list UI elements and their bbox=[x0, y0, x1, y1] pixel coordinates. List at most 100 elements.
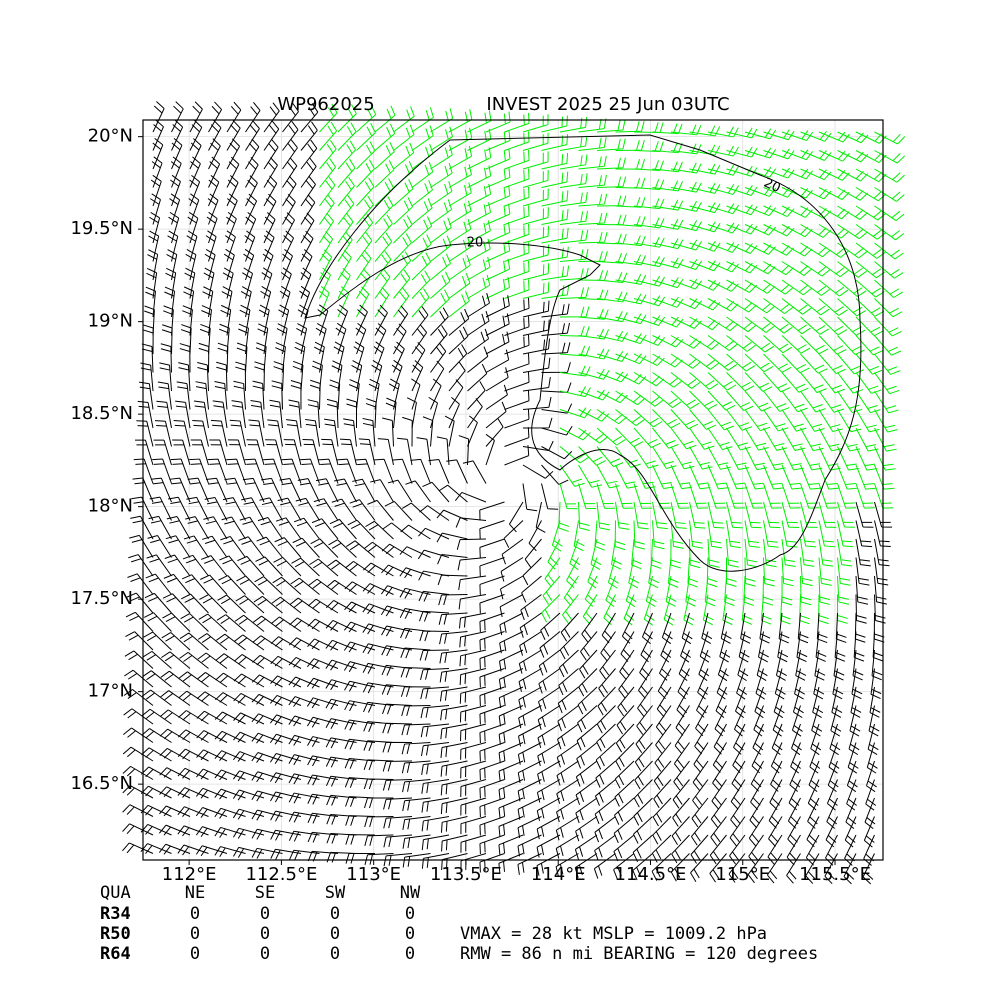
wind-barb bbox=[270, 829, 302, 841]
x-tick-label: 115°E bbox=[715, 864, 770, 885]
wind-barb bbox=[800, 261, 831, 277]
wind-barb bbox=[517, 797, 542, 820]
wind-barb bbox=[812, 686, 824, 718]
wind-barb bbox=[166, 249, 178, 281]
wind-barb bbox=[726, 223, 758, 235]
wind-barb bbox=[270, 636, 302, 651]
wind-barb bbox=[197, 652, 228, 669]
wind-barb bbox=[346, 398, 358, 429]
wind-barb bbox=[563, 575, 579, 607]
wind-barb bbox=[226, 120, 241, 151]
wind-barb bbox=[744, 205, 777, 217]
wind-barb bbox=[202, 535, 228, 558]
wind-barb bbox=[208, 175, 220, 207]
wind-barb bbox=[467, 398, 483, 429]
wind-barb bbox=[855, 150, 887, 163]
wind-barb bbox=[337, 122, 357, 151]
wind-barb bbox=[351, 360, 363, 392]
wind-barb bbox=[615, 742, 635, 771]
wind-barb bbox=[382, 760, 413, 772]
wind-barb bbox=[319, 231, 334, 262]
wind-barb bbox=[170, 174, 181, 207]
wind-barb bbox=[122, 746, 154, 762]
wind-barb bbox=[690, 834, 709, 864]
wind-barb bbox=[430, 217, 452, 244]
wind-barb bbox=[337, 249, 352, 281]
wind-barb bbox=[763, 316, 793, 334]
wind-barb bbox=[179, 343, 191, 373]
wind-barb bbox=[146, 554, 172, 577]
wind-barb bbox=[818, 575, 831, 606]
wind-barb bbox=[541, 362, 571, 373]
table-header: NE bbox=[185, 883, 205, 903]
wind-barb bbox=[578, 483, 597, 509]
wind-barb bbox=[837, 538, 853, 567]
wind-barb bbox=[781, 538, 796, 567]
wind-barb bbox=[800, 335, 829, 355]
wind-barb bbox=[393, 305, 409, 336]
wind-barb bbox=[689, 163, 721, 175]
wind-barb bbox=[498, 760, 524, 782]
wind-barb bbox=[402, 416, 413, 447]
wind-barb bbox=[744, 316, 775, 333]
wind-barb bbox=[439, 631, 468, 645]
wind-barb bbox=[498, 723, 524, 745]
wind-barb bbox=[522, 151, 549, 170]
wind-barb bbox=[628, 557, 640, 589]
wind-barb bbox=[781, 427, 806, 452]
wind-barb bbox=[621, 612, 635, 644]
wind-barb bbox=[411, 288, 430, 318]
wind-barb bbox=[559, 306, 590, 318]
wind-barb bbox=[214, 711, 246, 725]
wind-barb bbox=[832, 668, 844, 700]
wind-barb bbox=[417, 549, 450, 560]
wind-barb bbox=[781, 316, 811, 335]
wind-barb bbox=[393, 323, 407, 355]
info-line: RMW = 86 n mi BEARING = 120 degrees bbox=[460, 944, 818, 964]
wind-barb bbox=[855, 372, 882, 394]
wind-barb bbox=[356, 304, 368, 336]
wind-barb bbox=[809, 742, 821, 774]
wind-barb bbox=[652, 446, 677, 470]
wind-barb bbox=[382, 417, 394, 447]
wind-barb bbox=[807, 797, 820, 829]
wind-barb bbox=[846, 779, 857, 811]
wind-barb bbox=[282, 194, 296, 225]
wind-barb bbox=[181, 574, 209, 595]
wind-barb bbox=[541, 227, 569, 244]
wind-barb bbox=[767, 834, 783, 866]
wind-barb bbox=[541, 171, 569, 188]
wind-barb bbox=[467, 202, 492, 225]
wind-barb bbox=[290, 577, 320, 595]
wind-barb bbox=[393, 124, 415, 151]
wind-barb bbox=[393, 142, 415, 170]
wind-barb bbox=[293, 517, 320, 540]
wind-barb bbox=[313, 498, 339, 521]
x-tick-label: 115.5°E bbox=[799, 864, 871, 885]
wind-barb bbox=[851, 668, 863, 700]
wind-barb bbox=[288, 399, 302, 429]
wind-barb bbox=[652, 409, 681, 429]
wind-barb bbox=[781, 501, 800, 528]
wind-barb bbox=[460, 816, 487, 835]
wind-barb bbox=[159, 805, 191, 817]
wind-barb bbox=[265, 439, 283, 466]
wind-barb bbox=[214, 381, 228, 410]
wind-barb bbox=[262, 248, 274, 281]
wind-barb bbox=[411, 125, 434, 151]
wind-barb bbox=[855, 168, 887, 183]
wind-barb bbox=[479, 705, 505, 725]
wind-barb bbox=[278, 304, 290, 336]
wind-barb bbox=[165, 267, 177, 299]
wind-barb bbox=[152, 119, 164, 151]
wind-barb bbox=[732, 742, 746, 774]
y-tick-label: 17°N bbox=[88, 681, 133, 702]
wind-barb bbox=[633, 816, 653, 844]
wind-barb bbox=[203, 267, 215, 299]
wind-barb bbox=[730, 797, 746, 828]
wind-barb bbox=[837, 335, 865, 356]
wind-barb bbox=[460, 742, 487, 760]
wind-barb bbox=[837, 501, 855, 528]
wind-barb bbox=[498, 779, 524, 800]
wind-barb bbox=[596, 176, 627, 188]
